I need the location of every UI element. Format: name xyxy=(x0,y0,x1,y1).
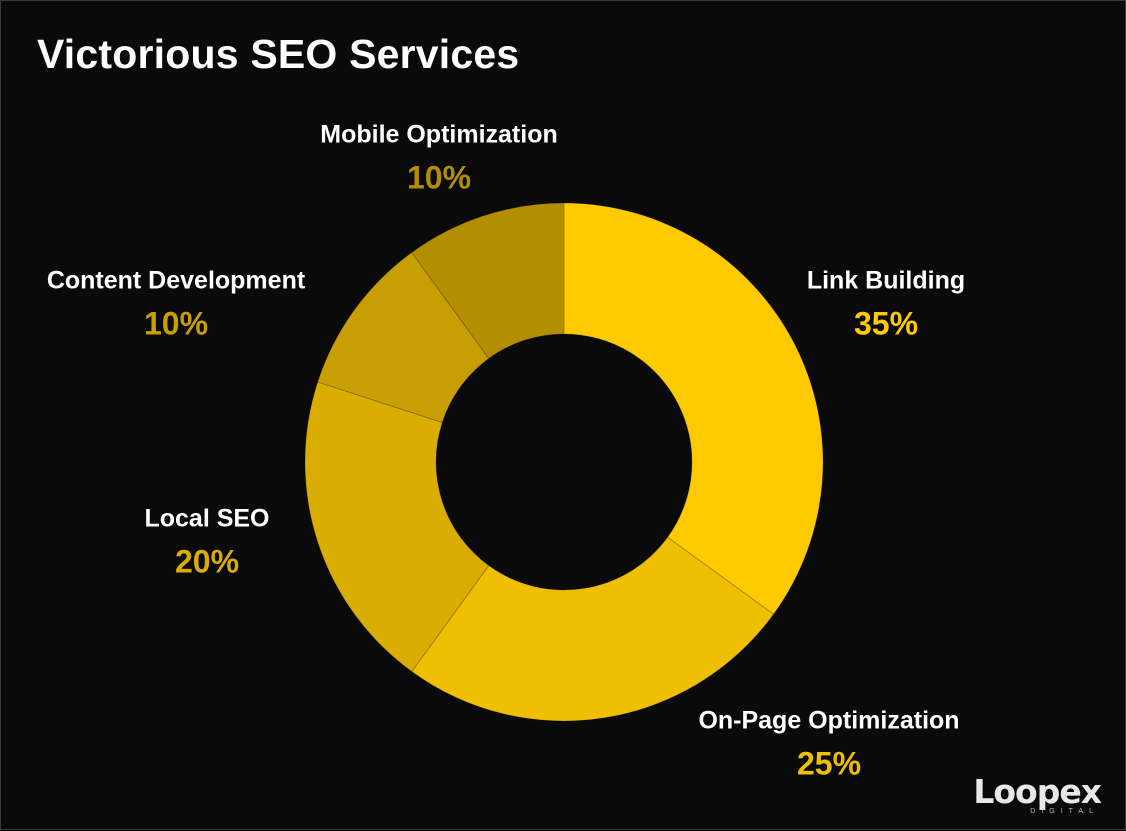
label-local-seo: Local SEO xyxy=(144,505,269,533)
loopex-logo: Loopex DIGITAL xyxy=(973,772,1102,815)
slice-content-development xyxy=(317,251,490,424)
label-link-building: Link Building xyxy=(807,267,965,295)
slice-mobile-optimization xyxy=(411,202,565,360)
value-on-page-optimization: 25% xyxy=(797,745,861,781)
label-mobile-optimization: Mobile Optimization xyxy=(320,121,558,149)
donut-slices xyxy=(304,202,824,722)
logo-subtext: DIGITAL xyxy=(1030,808,1099,815)
chart-title: Victorious SEO Services xyxy=(37,31,520,77)
slice-link-building xyxy=(563,202,824,615)
value-mobile-optimization: 10% xyxy=(407,159,471,195)
logo-wordmark: Loopex xyxy=(973,772,1102,811)
value-link-building: 35% xyxy=(854,305,918,341)
value-local-seo: 20% xyxy=(175,543,239,579)
label-content-development: Content Development xyxy=(47,267,306,295)
value-content-development: 10% xyxy=(144,305,208,341)
label-on-page-optimization: On-Page Optimization xyxy=(698,707,959,735)
slice-on-page-optimization xyxy=(411,536,775,722)
slice-labels: Link Building 35% On-Page Optimization 25% L… xyxy=(47,121,965,782)
slice-local-seo xyxy=(304,381,490,673)
